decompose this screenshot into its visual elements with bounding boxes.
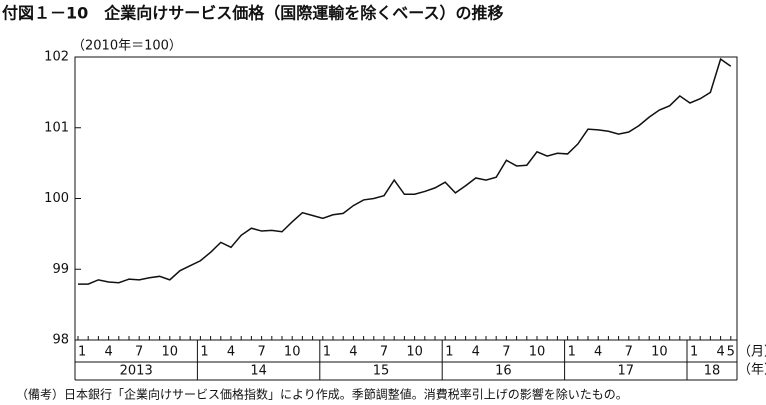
year-label: 17 xyxy=(618,364,635,379)
x-unit-month: （月） xyxy=(738,345,766,360)
x-tick-label: 7 xyxy=(502,345,510,360)
x-tick-label: 10 xyxy=(651,345,668,360)
x-tick-label: 4 xyxy=(472,345,480,360)
x-tick-label: 4 xyxy=(227,345,235,360)
line-series xyxy=(78,57,732,285)
x-tick-label: 10 xyxy=(162,345,179,360)
x-tick-label: 1 xyxy=(690,345,698,360)
x-tick-label: 7 xyxy=(625,345,633,360)
y-axis-label: （2010年＝100） xyxy=(72,39,182,54)
plot-frame xyxy=(74,56,738,341)
x-tick-label: 7 xyxy=(257,345,265,360)
year-label: 18 xyxy=(704,364,721,379)
x-tick-label: 10 xyxy=(284,345,301,360)
x-tick-label: 1 xyxy=(78,345,86,360)
note: （備考）日本銀行「企業向けサービス価格指数」により作成。季節調整値。消費税率引上… xyxy=(16,387,628,402)
x-tick-label: 10 xyxy=(529,345,546,360)
x-unit-year: （年） xyxy=(738,363,766,378)
x-tick-label: 1 xyxy=(568,345,576,360)
x-tick-label: 4 xyxy=(594,345,602,360)
x-tick-label: 4 xyxy=(349,345,357,360)
x-tick-label: 4 xyxy=(104,345,112,360)
chart-title: 付図１－10 企業向けサービス価格（国際運輸を除くベース）の推移 xyxy=(2,4,503,23)
x-tick-label: 7 xyxy=(380,345,388,360)
x-tick-label: 1 xyxy=(323,345,331,360)
year-label: 2013 xyxy=(120,364,153,379)
x-tick-label: 1 xyxy=(200,345,208,360)
y-tick-label: 101 xyxy=(44,120,69,135)
year-label: 15 xyxy=(373,364,390,379)
x-tick-label: 7 xyxy=(135,345,143,360)
x-tick-label: 1 xyxy=(445,345,453,360)
x-tick-label: 10 xyxy=(406,345,423,360)
y-tick-label: 102 xyxy=(44,50,69,65)
year-label: 14 xyxy=(250,364,267,379)
y-tick-label: 99 xyxy=(52,262,69,277)
y-tick-label: 100 xyxy=(44,191,69,206)
y-tick-label: 98 xyxy=(52,333,69,348)
x-tick-label: 4 xyxy=(716,345,724,360)
year-label: 16 xyxy=(495,364,512,379)
x-tick-label: 5 xyxy=(727,345,735,360)
